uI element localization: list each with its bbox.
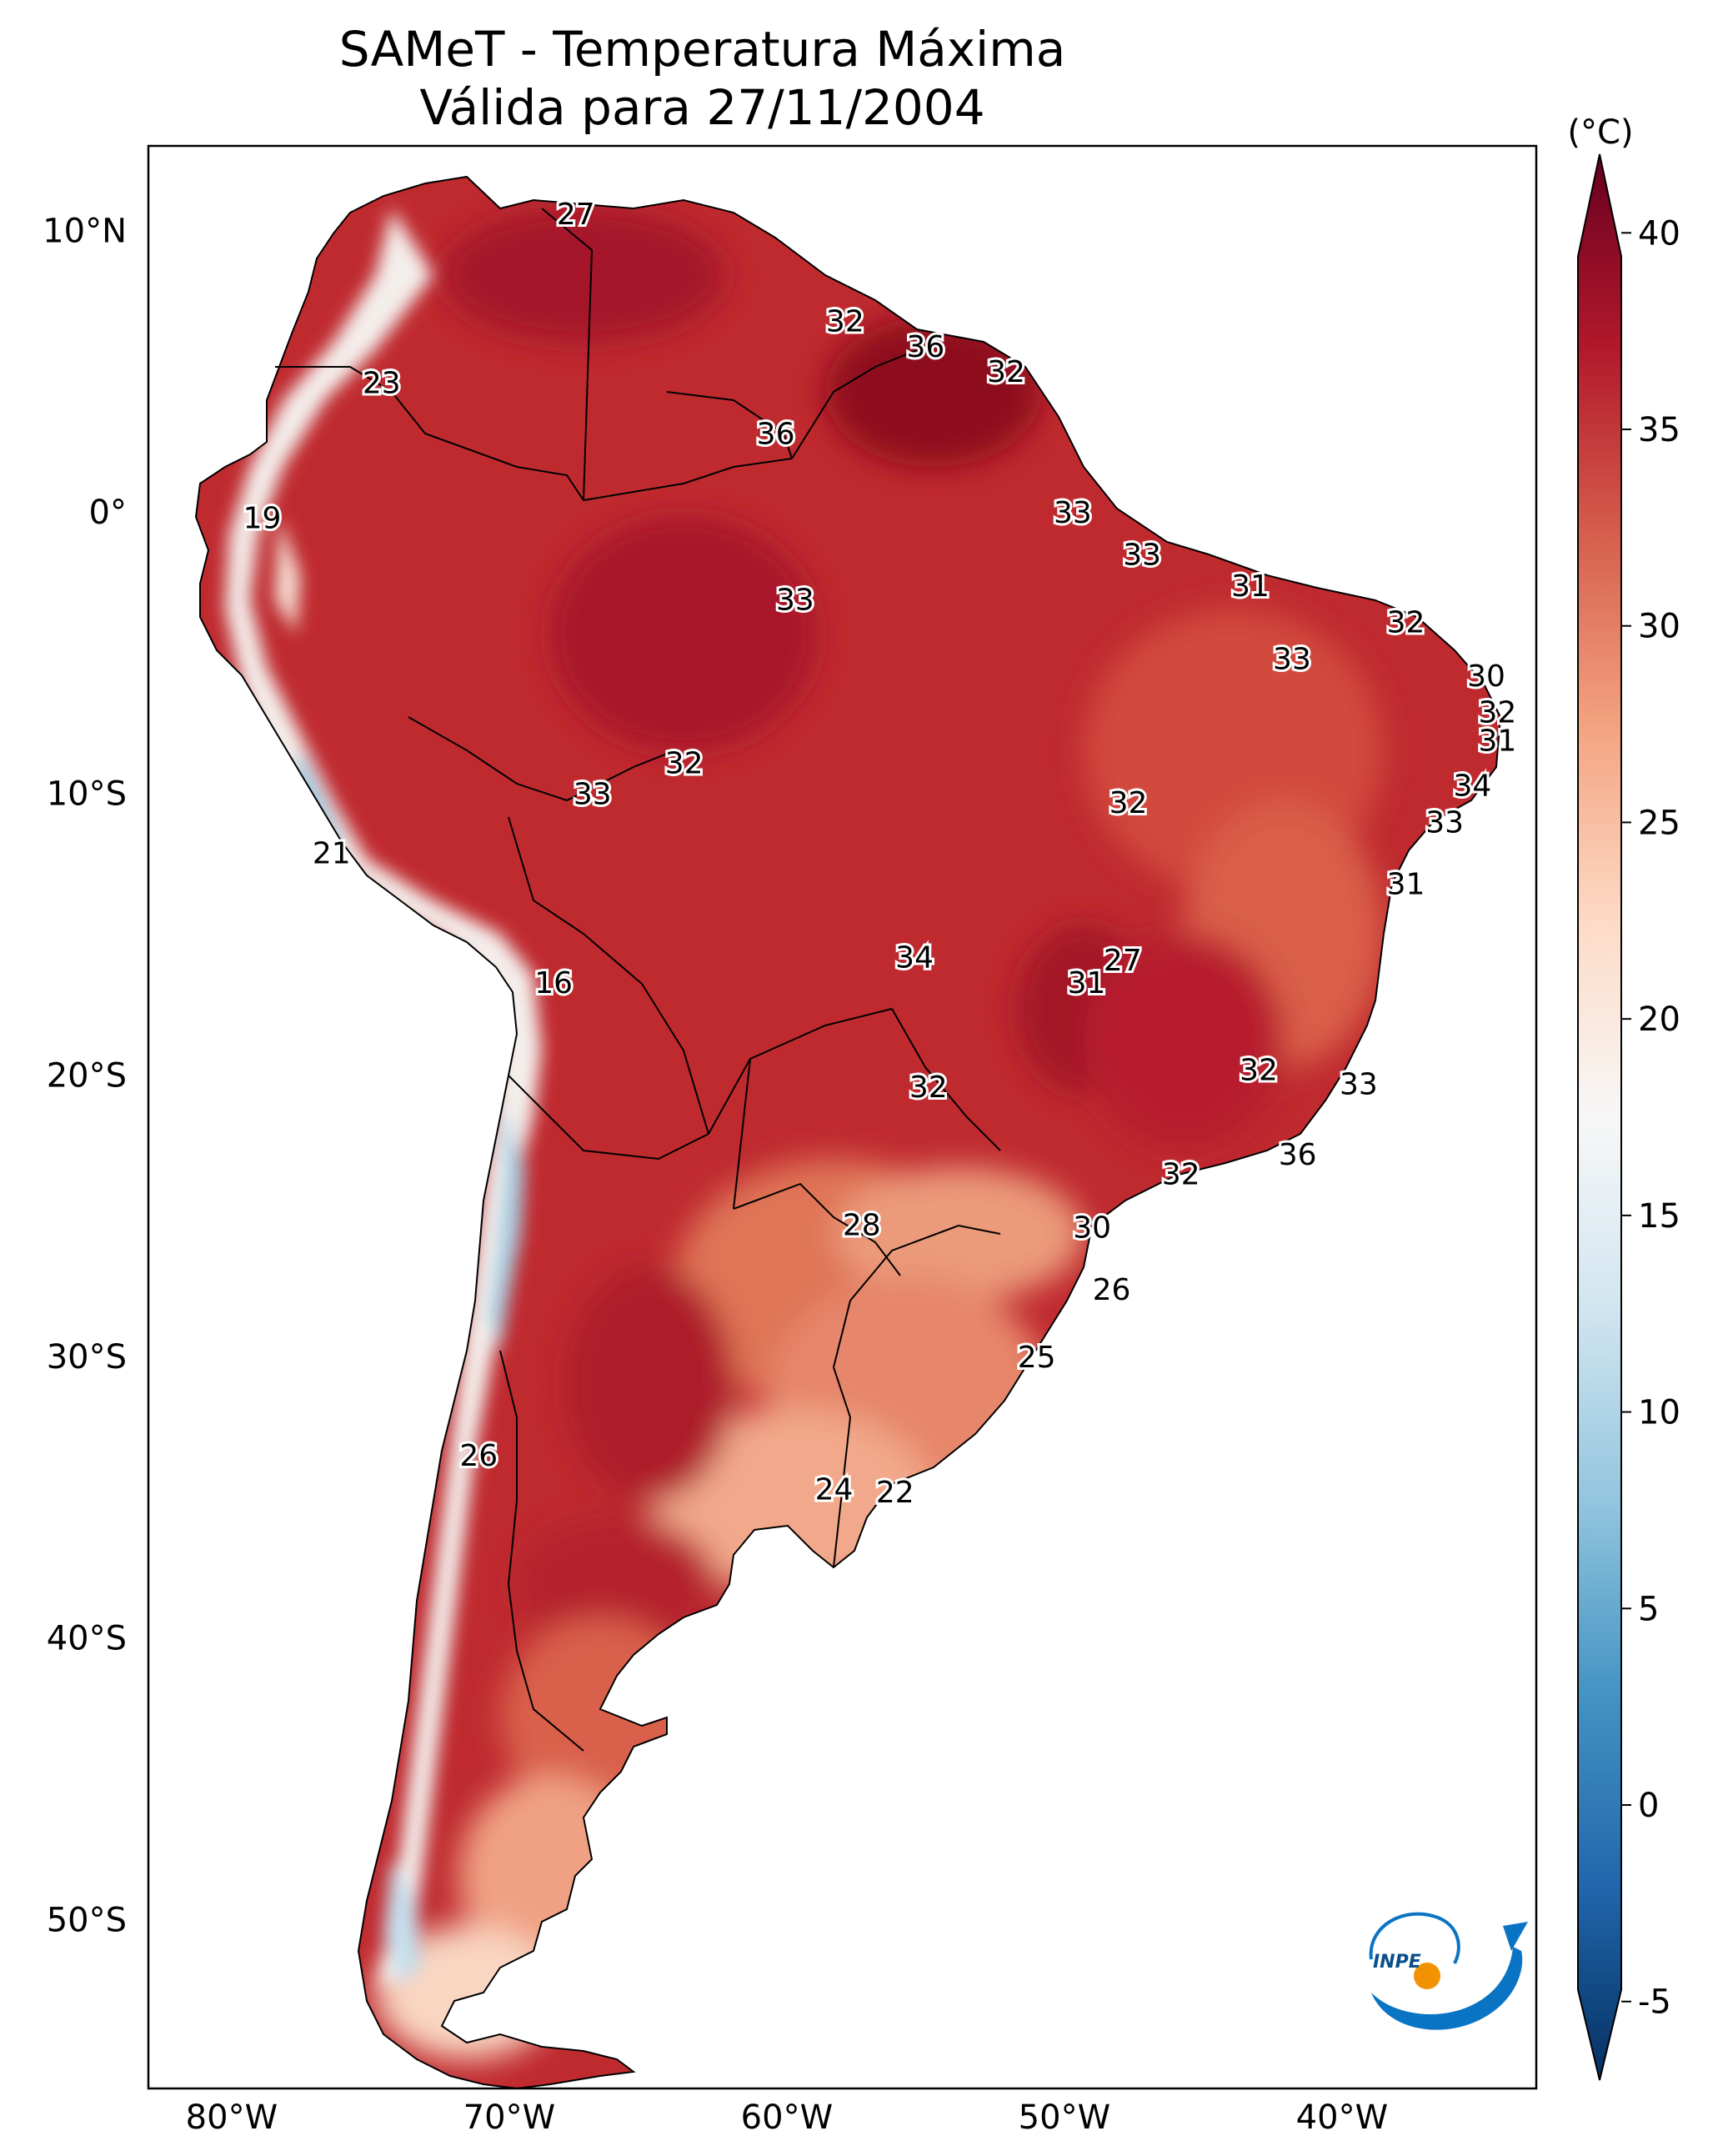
temperature-label: 16 (534, 966, 573, 1000)
longitude-tick-label: 80°W (186, 2098, 278, 2137)
temperature-label: 27 (557, 198, 595, 232)
longitude-tick-label: 60°W (741, 2098, 833, 2137)
longitude-tick-label: 40°W (1296, 2098, 1388, 2137)
inpe-orbit-icon (1369, 1912, 1460, 1964)
latitude-tick-label: 20°S (47, 1056, 127, 1095)
temperature-label: 23 (363, 367, 401, 401)
inpe-sun-icon (1414, 1963, 1440, 1989)
longitude-tick-label: 70°W (463, 2098, 555, 2137)
temperature-label: 28 (843, 1208, 881, 1242)
temperature-label: 31 (1231, 569, 1270, 604)
temperature-label: 22 (876, 1476, 914, 1510)
colorbar-tick-label: 40 (1638, 214, 1680, 253)
temperature-label: 36 (757, 417, 795, 451)
latitude-tick-label: 30°S (47, 1338, 127, 1376)
temperature-label: 32 (1109, 786, 1148, 820)
temperature-label: 25 (1018, 1341, 1056, 1375)
temperature-label: 36 (1279, 1138, 1317, 1172)
temperature-label: 32 (1240, 1054, 1278, 1088)
country-borders (195, 176, 1501, 2089)
temperature-label: 31 (1068, 966, 1106, 1000)
temperature-label: 31 (1478, 725, 1516, 759)
colorbar-tick-label: 10 (1638, 1394, 1680, 1432)
colorbar-tick-labels: 40 35 30 25 20 15 10 5 0 -5 (1621, 214, 1680, 2022)
map-subtitle: Válida para 27/11/2004 (419, 79, 985, 136)
temperature-label: 33 (1123, 539, 1161, 573)
temperature-label: 32 (987, 355, 1025, 389)
colorbar-tick-label: 5 (1638, 1590, 1659, 1628)
temperature-label: 32 (1162, 1158, 1200, 1192)
longitude-tick-labels: 80°W 70°W 60°W 50°W 40°W (186, 2098, 1388, 2137)
colorbar-tick-label: 25 (1638, 804, 1680, 842)
inpe-swoosh-icon (1371, 1947, 1523, 2030)
temperature-label: 34 (895, 941, 934, 975)
temperature-label: 34 (1454, 770, 1492, 804)
temperature-label: 33 (573, 778, 612, 812)
map-axes-border (147, 144, 1538, 2090)
colorbar-unit-label: (°C) (1567, 113, 1633, 152)
colorbar-tick-label: 0 (1638, 1787, 1659, 1825)
map-title: SAMeT - Temperatura Máxima (338, 21, 1066, 78)
temperature-label: 26 (459, 1439, 498, 1473)
temperature-label: 32 (826, 304, 864, 338)
latitude-tick-label: 10°S (47, 775, 127, 814)
colorbar-tick-label: 30 (1638, 608, 1680, 646)
temperature-label: 32 (665, 747, 704, 781)
colorbar: 40 35 30 25 20 15 10 5 0 -5 (°C) (1567, 113, 1680, 2081)
colorbar-tick-label: -5 (1638, 1983, 1671, 2022)
longitude-tick-label: 50°W (1019, 2098, 1110, 2137)
inpe-logo-text: INPE (1373, 1952, 1421, 1973)
colorbar-scale (1577, 153, 1622, 2081)
latitude-tick-label: 0° (89, 494, 127, 532)
temperature-label: 36 (906, 330, 944, 364)
colorbar-tick-label: 35 (1638, 411, 1680, 449)
temperature-label: 33 (1054, 496, 1092, 530)
temperature-label: 24 (815, 1473, 854, 1507)
temperature-label: 27 (1104, 944, 1142, 978)
colorbar-tick-label: 15 (1638, 1197, 1680, 1236)
inpe-logo: INPE (1369, 1912, 1528, 2030)
colorbar-tick-label: 20 (1638, 1000, 1680, 1039)
temperature-label: 26 (1093, 1273, 1131, 1307)
temperature-label: 32 (1478, 696, 1516, 730)
temperature-label: 33 (1340, 1067, 1378, 1101)
latitude-tick-label: 40°S (47, 1620, 127, 1658)
temperature-label: 32 (909, 1070, 948, 1105)
latitude-tick-labels: 10°N 0° 10°S 20°S 30°S 40°S 50°S (43, 212, 127, 1939)
temperature-label: 19 (243, 502, 282, 536)
temperature-label: 31 (1387, 868, 1425, 902)
latitude-tick-label: 10°N (43, 212, 127, 250)
temperature-label: 33 (1273, 643, 1311, 677)
temperature-label: 30 (1467, 659, 1505, 694)
temperature-label: 30 (1073, 1211, 1111, 1246)
temperature-label: 33 (1425, 805, 1464, 840)
temperature-label: 21 (313, 837, 351, 871)
temperature-label: 32 (1387, 606, 1425, 640)
latitude-tick-label: 50°S (47, 1901, 127, 1939)
temperature-label: 33 (776, 584, 814, 618)
inpe-arrow-icon (1503, 1922, 1528, 1951)
